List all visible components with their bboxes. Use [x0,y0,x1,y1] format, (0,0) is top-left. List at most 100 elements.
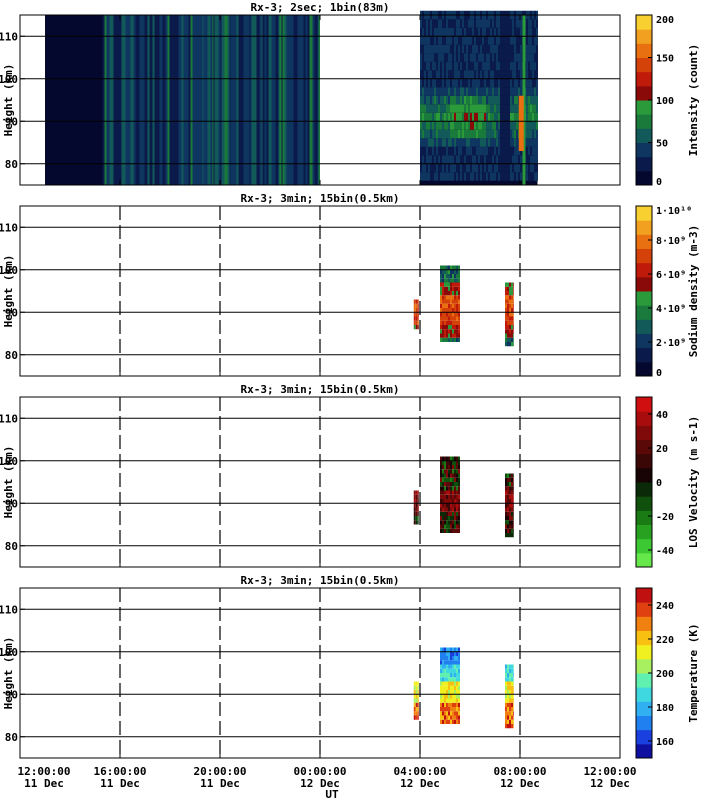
data-cell [454,78,456,88]
data-cell [513,473,514,478]
data-cell [448,664,450,669]
data-cell [480,146,482,156]
data-cell [450,265,452,270]
data-cell [442,155,444,164]
data-cell [513,303,514,308]
data-cell [442,44,444,54]
data-cell [514,172,516,181]
data-cell [509,533,511,538]
data-cell [420,121,422,130]
data-cell [413,715,416,720]
data-cell [474,163,476,173]
colorbar-segment [636,616,652,631]
data-cell [426,146,428,156]
data-cell [438,78,440,88]
data-cell [498,70,500,79]
data-cell [507,511,509,516]
data-cell [448,486,450,491]
data-cell [458,499,460,504]
data-cell [444,138,446,147]
data-cell [432,27,434,37]
data-stripe [282,15,285,185]
data-stripe [122,15,126,185]
data-cell [516,95,518,105]
data-cell [446,477,448,482]
data-cell [442,325,444,330]
data-cell [510,95,512,105]
data-cell [440,329,442,334]
data-cell [458,312,460,317]
data-cell [444,528,446,533]
data-cell [442,673,444,678]
data-cell [504,155,506,164]
data-cell [422,129,424,139]
data-cell [464,78,466,88]
data-cell [442,660,444,665]
data-stripe [157,15,160,185]
data-cell [509,664,511,669]
data-cell [448,482,450,487]
data-cell [512,78,514,88]
data-cell [513,673,514,678]
data-cell [456,104,458,113]
x-tick-date: 11 Dec [24,777,64,790]
colorbar-segment [636,524,652,540]
data-cell [436,95,438,105]
data-cell [512,172,514,181]
data-cell [452,274,454,279]
data-cell [456,507,458,512]
data-cell [422,163,424,173]
data-cell [504,78,506,88]
data-cell [448,316,450,321]
data-cell [440,465,442,470]
data-cell [536,146,538,156]
y-tick-label: 80 [5,731,18,744]
data-cell [505,668,507,673]
data-cell [484,78,486,88]
data-cell [460,61,462,71]
data-cell [446,87,448,96]
data-cell [442,499,444,504]
data-cell [472,146,474,156]
data-cell [452,337,454,342]
data-cell [520,172,522,181]
data-cell [446,681,448,686]
data-cell [430,104,432,113]
data-cell [450,460,452,465]
data-cell [509,719,511,724]
data-cell [470,163,472,173]
y-tick-label: 110 [0,30,18,43]
data-cell [511,316,513,321]
data-stripe [259,15,262,185]
data-cell [415,312,418,317]
data-cell [530,78,532,88]
data-cell [448,673,450,678]
data-cell [458,477,460,482]
data-cell [494,78,496,88]
data-cell [532,172,534,181]
data-cell [505,316,507,321]
data-cell [507,516,509,521]
data-cell [528,19,530,28]
data-cell [458,490,460,495]
data-cell [460,95,462,105]
data-cell [512,70,514,79]
data-cell [462,36,464,45]
data-cell [509,520,511,525]
data-cell [450,163,452,173]
data-cell [450,477,452,482]
data-cell [474,87,476,96]
data-cell [448,295,450,300]
data-cell [448,651,450,656]
data-stripe [274,15,276,185]
colorbar-segment [636,644,652,660]
data-cell [509,282,511,287]
data-cell [458,664,460,669]
data-cell [482,87,484,96]
data-cell [440,694,442,699]
data-cell [462,61,464,71]
data-cell [490,19,492,28]
data-cell [454,295,456,300]
data-cell [452,507,454,512]
data-cell [456,265,458,270]
